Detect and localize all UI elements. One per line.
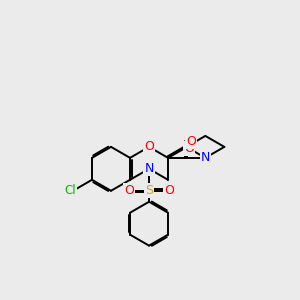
Text: O: O	[124, 184, 134, 197]
Text: Cl: Cl	[64, 184, 76, 197]
Text: S: S	[145, 184, 153, 197]
Text: O: O	[164, 184, 174, 197]
Text: N: N	[144, 162, 154, 175]
Text: O: O	[184, 142, 194, 155]
Text: N: N	[201, 152, 210, 164]
Text: O: O	[144, 140, 154, 153]
Text: O: O	[186, 135, 196, 148]
